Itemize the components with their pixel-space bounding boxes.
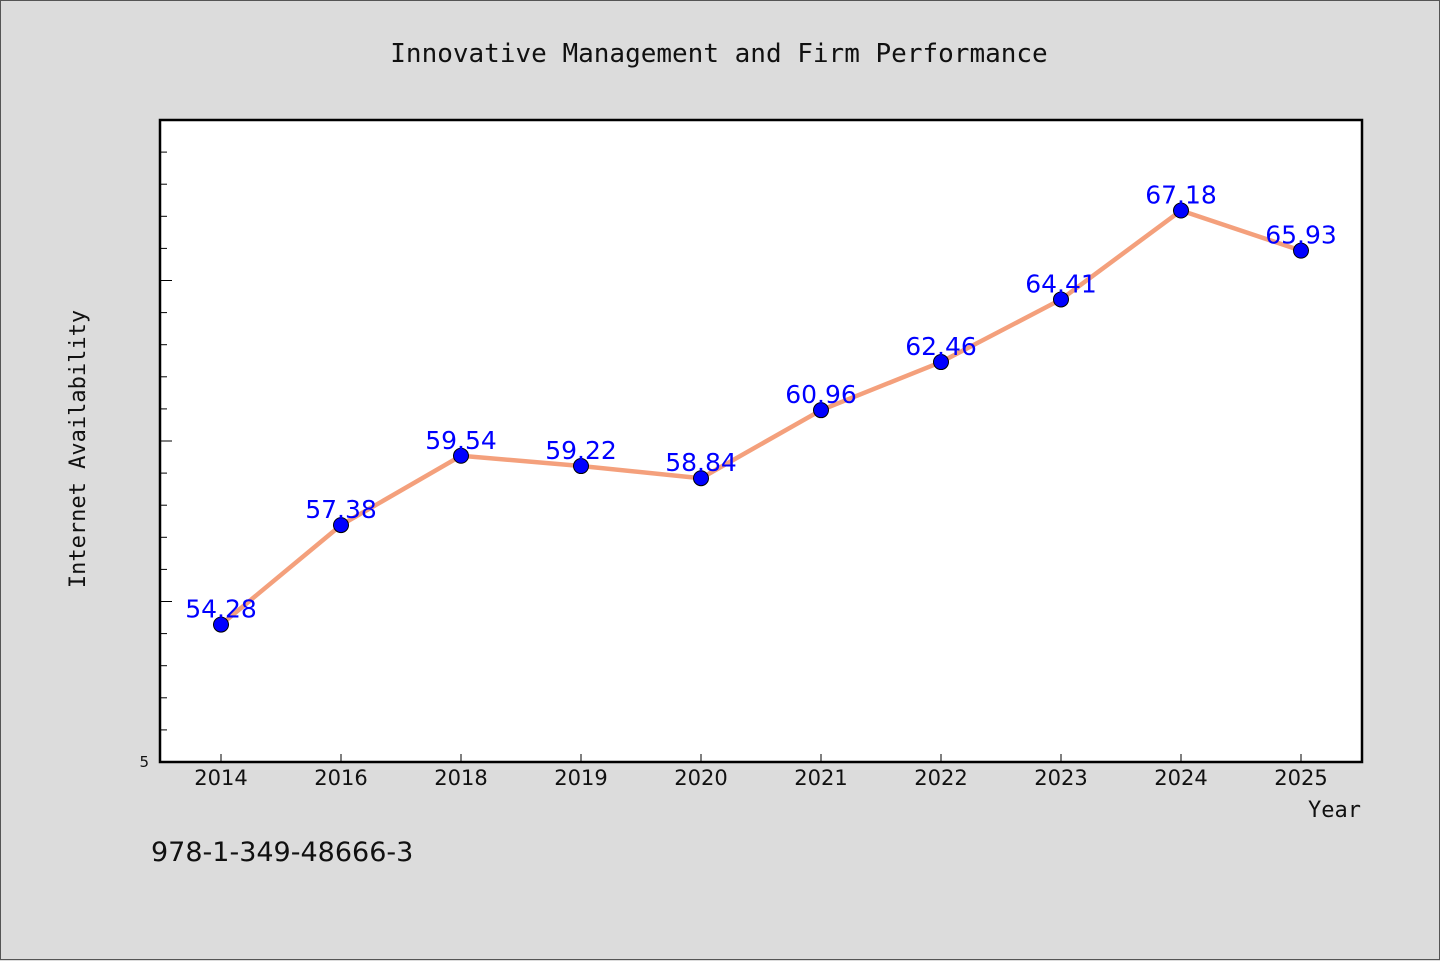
x-axis-ticks: 2014 2016 2018 2019 2020 2021 2022 2023 2024 2025 [194, 754, 1328, 790]
data-label: 59.22 [545, 436, 617, 465]
x-tick-label: 2024 [1154, 766, 1207, 790]
x-tick-label: 2022 [914, 766, 967, 790]
x-tick-label: 2023 [1034, 766, 1087, 790]
data-label: 64.41 [1025, 269, 1097, 298]
y-axis-ticks [160, 151, 172, 731]
x-axis-label: Year [1308, 798, 1361, 823]
data-labels: 54.28 57.38 59.54 59.22 58.84 60.96 62.46 64.41… [185, 181, 1337, 624]
y-tick-label: 5 [139, 753, 149, 771]
data-label: 62.46 [905, 332, 977, 361]
data-point [1053, 291, 1069, 308]
data-label: 67.18 [1145, 181, 1217, 210]
series-line [218, 208, 1304, 627]
x-tick-label: 2018 [434, 766, 487, 790]
data-point [1293, 242, 1309, 259]
x-tick-label: 2025 [1274, 766, 1327, 790]
data-label: 57.38 [305, 495, 377, 524]
series-layer [213, 202, 1309, 633]
x-tick-label: 2019 [554, 766, 607, 790]
data-label: 59.54 [425, 426, 497, 455]
x-tick-label: 2020 [674, 766, 727, 790]
data-label: 65.93 [1265, 221, 1337, 250]
data-point [213, 616, 229, 633]
data-point [933, 354, 949, 371]
data-point [693, 470, 709, 487]
data-point [333, 517, 349, 534]
data-label: 60.96 [785, 380, 857, 409]
data-point [813, 402, 829, 419]
data-point [453, 447, 469, 464]
y-axis-label: Internet Availability [66, 310, 91, 588]
x-tick-label: 2014 [194, 766, 247, 790]
data-point [573, 458, 589, 475]
data-label: 58.84 [665, 448, 737, 477]
isbn-text: 978-1-349-48666-3 [151, 837, 414, 868]
data-point [1173, 202, 1189, 219]
chart-title: Innovative Management and Firm Performan… [390, 39, 1047, 69]
x-tick-label: 2021 [794, 766, 847, 790]
x-tick-label: 2016 [314, 766, 367, 790]
data-label: 54.28 [185, 595, 257, 624]
